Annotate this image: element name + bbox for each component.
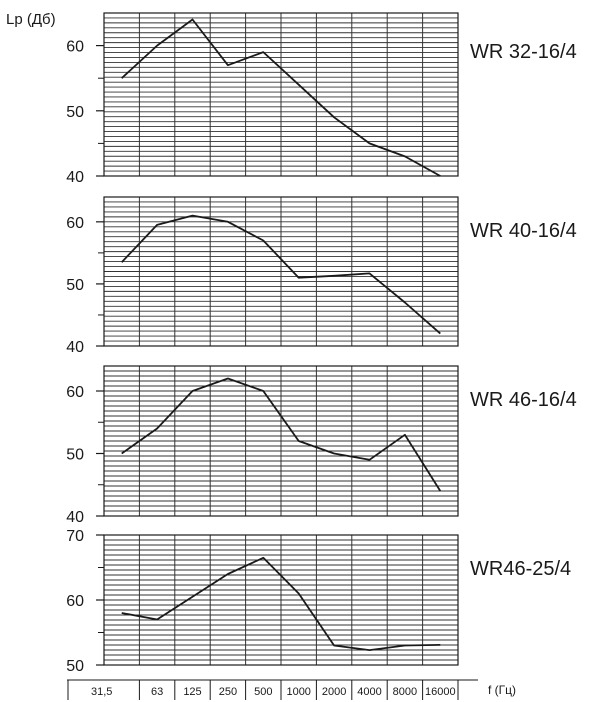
panel-title: WR46-25/4 [470, 558, 571, 580]
y-tick-label: 40 [66, 339, 84, 356]
x-tick-label: 16000 [425, 686, 456, 698]
y-tick-label: 50 [66, 447, 84, 464]
x-tick-label: 8000 [393, 686, 417, 698]
y-tick-label: 60 [66, 215, 84, 232]
y-tick-label: 60 [66, 39, 84, 56]
x-tick-label: 250 [219, 686, 237, 698]
y-tick-label: 40 [66, 169, 84, 186]
x-tick-label: 2000 [322, 686, 346, 698]
panel-1: 40 50 60 WR 32-16/4 [66, 12, 577, 186]
chart-panels: 40 50 60 WR 32-16/4 40 50 60 WR 40-16/4 40 50 60 WR… [66, 12, 577, 675]
y-tick-label: 40 [66, 509, 84, 526]
x-tick-label: 4000 [357, 686, 381, 698]
panel-2: 40 50 60 WR 40-16/4 [66, 196, 577, 356]
series-line [121, 214, 441, 335]
y-tick-label: 50 [66, 104, 84, 121]
series-line [121, 556, 441, 651]
x-tick-label: 1000 [286, 686, 310, 698]
panel-title: WR 46-16/4 [470, 389, 577, 411]
x-axis-label: f (Гц) [488, 683, 516, 697]
y-tick-label: 70 [66, 528, 84, 545]
y-axis-label: Lp (Дб) [6, 11, 56, 28]
x-tick-label: 63 [151, 686, 163, 698]
panel-title: WR 32-16/4 [470, 41, 577, 63]
y-tick-label: 50 [66, 277, 84, 294]
x-tick-label: 500 [254, 686, 272, 698]
panel-frame [103, 196, 459, 347]
series-line [121, 377, 442, 492]
panel-title: WR 40-16/4 [470, 220, 577, 242]
panel-frame [103, 12, 459, 177]
x-tick-label: 31,5 [91, 686, 112, 698]
x-tick-label: 125 [183, 686, 201, 698]
x-axis: 31,5 63 125 250 500 1000 2000 4000 8000 16000 [67, 679, 478, 700]
y-tick-label: 60 [66, 384, 84, 401]
panel-frame [103, 365, 459, 517]
y-tick-label: 60 [66, 593, 84, 610]
y-tick-label: 50 [66, 658, 84, 675]
panel-3: 40 50 60 WR 46-16/4 [66, 365, 577, 526]
series-line [121, 18, 441, 177]
panel-4: 50 60 70 WR46-25/4 [66, 528, 571, 675]
